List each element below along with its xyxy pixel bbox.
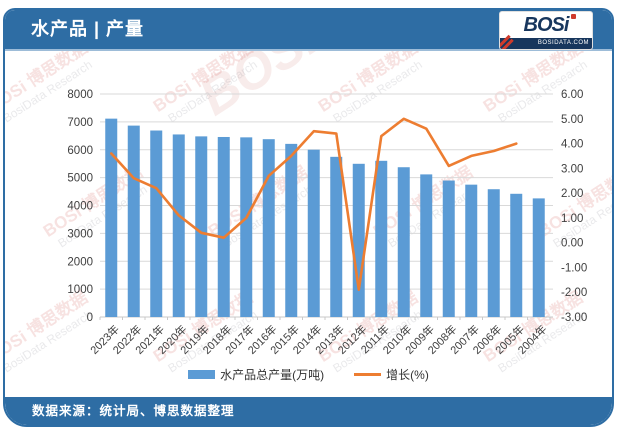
right-axis-tick-label: 2.00	[561, 188, 583, 200]
bar-2022年	[127, 125, 140, 317]
left-axis-tick-label: 6000	[67, 145, 93, 157]
bar-2013年	[330, 156, 343, 317]
left-axis-tick-label: 4000	[67, 201, 93, 213]
left-axis-tick-label: 3000	[67, 228, 93, 240]
legend-label-growth: 增长(%)	[386, 368, 429, 382]
legend-item-growth: 增长(%)	[354, 366, 429, 383]
chart-legend: 水产品总产量(万吨) 增长(%)	[5, 366, 612, 383]
bar-2004年	[532, 198, 545, 317]
left-axis-tick-label: 5000	[67, 173, 93, 185]
right-axis-tick-label: 0.00	[561, 238, 583, 250]
bosi-logo-text: BOSi	[523, 14, 570, 36]
left-axis-tick-label: 1000	[67, 284, 93, 296]
bar-2023年	[105, 118, 118, 317]
bosi-logo: BOSi BOSIDATA.COM	[500, 12, 592, 49]
left-axis-tick-label: 0	[87, 312, 93, 324]
bar-2012年	[352, 163, 365, 317]
bar-2011年	[375, 160, 388, 317]
legend-line-swatch-icon	[354, 373, 382, 376]
right-axis-tick-label: -2.00	[561, 287, 587, 299]
bar-2005年	[510, 193, 523, 317]
left-axis-tick-label: 2000	[67, 256, 93, 268]
legend-item-production: 水产品总产量(万吨)	[188, 366, 324, 383]
right-axis-tick-label: -1.00	[561, 262, 587, 274]
legend-bar-swatch-icon	[188, 370, 216, 379]
production-growth-chart: 8000 7000 6000 5000 4000 3000 2000 1000 0 6.00 5.0…	[67, 89, 587, 357]
bar-2018年	[217, 136, 230, 317]
right-axis-tick-label: 3.00	[561, 163, 583, 175]
bar-2021年	[150, 130, 163, 317]
bar-2020年	[172, 134, 185, 317]
data-source-text: 数据来源：统计局、博思数据整理	[32, 404, 235, 418]
right-axis-tick-label: 5.00	[561, 114, 583, 126]
bar-2014年	[307, 149, 320, 317]
bosi-logo-dot-icon	[571, 14, 576, 19]
footer-band: 数据来源：统计局、博思数据整理	[5, 397, 612, 425]
legend-label-production: 水产品总产量(万吨)	[220, 368, 325, 382]
left-axis-tick-label: 8000	[67, 89, 93, 101]
left-axis-tick-label: 7000	[67, 117, 93, 129]
bar-2006年	[487, 189, 500, 317]
bar-2015年	[285, 143, 298, 317]
report-card: BOSi BOSi 博思数据 BosiData Research BOSi 博思数据 B…	[3, 8, 614, 427]
bosi-logo-wordmark: BOSi	[500, 12, 592, 38]
bar-2010年	[397, 167, 410, 317]
bosi-logo-domain: BOSIDATA.COM	[537, 40, 589, 46]
bar-2007年	[465, 184, 478, 317]
page-title: 水产品 | 产量	[31, 19, 145, 39]
growth-line	[110, 117, 518, 292]
right-axis-tick-label: 4.00	[561, 139, 583, 151]
bar-2016年	[262, 139, 275, 317]
bosi-logo-strip: BOSIDATA.COM	[500, 38, 592, 49]
bar-2009年	[420, 174, 433, 317]
bar-2008年	[442, 180, 455, 317]
bar-2019年	[195, 136, 208, 317]
right-axis-tick-label: 1.00	[561, 213, 583, 225]
right-axis-tick-label: 6.00	[561, 89, 583, 101]
bar-2017年	[240, 137, 253, 317]
right-axis-tick-label: -3.00	[561, 312, 587, 324]
